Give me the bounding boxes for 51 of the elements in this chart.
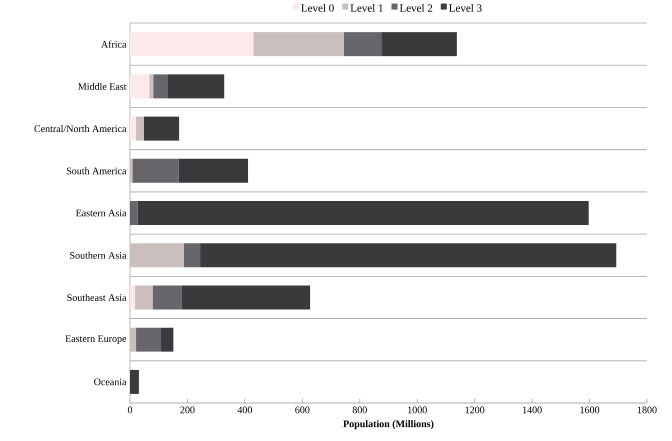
y-tick-label: Southern Asia	[70, 252, 126, 259]
legend-label: Level 0	[301, 4, 334, 12]
bar	[184, 243, 200, 268]
x-tick-label: 1200	[466, 406, 484, 414]
x-tick-label: 0	[128, 406, 132, 414]
legend-label: Level 3	[449, 4, 482, 12]
x-tick-label: 1400	[522, 406, 542, 414]
bar	[130, 158, 133, 183]
x-tick-label: 1800	[638, 406, 657, 414]
bar	[153, 74, 168, 98]
bar	[134, 285, 153, 310]
bar	[130, 328, 136, 352]
y-tick-label: Eastern Asia	[76, 210, 126, 216]
x-tick-label: 600	[295, 406, 310, 414]
bar	[178, 158, 248, 183]
bar	[136, 328, 162, 352]
x-axis-title: Population (Millions)	[343, 420, 434, 430]
legend-label: Level 1	[350, 4, 383, 12]
y-tick-label: Africa	[101, 40, 126, 48]
bar	[130, 243, 184, 268]
bar	[132, 158, 179, 183]
bar	[381, 32, 457, 56]
legend-label: Level 2	[400, 4, 432, 12]
bar	[138, 201, 589, 226]
y-tick-label: Eastern Europe	[65, 335, 126, 344]
y-tick-label: Oceania	[94, 378, 126, 386]
bar	[130, 74, 150, 98]
y-tick-label: South America	[66, 167, 126, 174]
bar	[130, 370, 139, 394]
bar	[152, 285, 182, 310]
bar	[344, 32, 382, 56]
bar	[200, 243, 616, 268]
bar	[149, 74, 154, 98]
bar	[144, 116, 180, 141]
x-tick-label: 1600	[580, 406, 600, 414]
x-tick-label: 800	[352, 406, 367, 414]
bar	[130, 116, 136, 141]
y-tick-label: Southeast Asia	[67, 294, 126, 301]
bar	[136, 116, 144, 141]
y-tick-label: Middle East	[78, 82, 126, 90]
bar	[182, 285, 310, 310]
x-tick-label: 1000	[408, 406, 427, 414]
bar	[168, 74, 224, 98]
bar	[161, 328, 174, 352]
bar	[130, 285, 135, 310]
y-tick-label: Central/North America	[34, 125, 126, 132]
x-tick-label: 200	[180, 406, 195, 414]
bar	[130, 201, 138, 226]
bar	[130, 32, 254, 56]
x-tick-label: 400	[238, 406, 252, 414]
bar	[254, 32, 344, 56]
